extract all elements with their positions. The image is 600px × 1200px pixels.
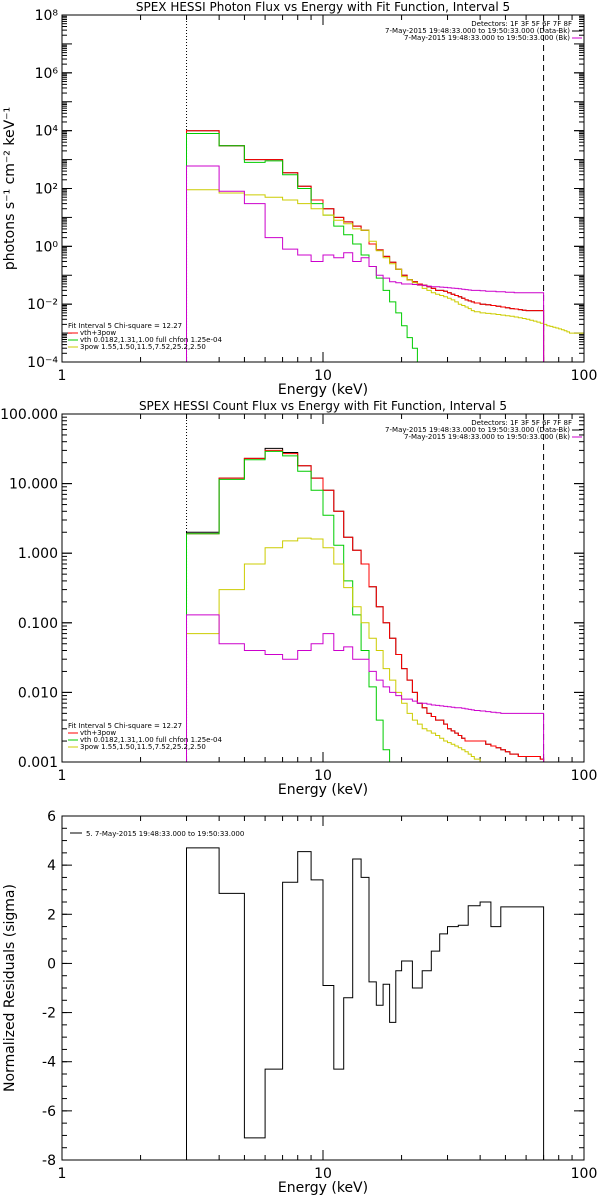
series-line-2	[186, 449, 545, 762]
x-axis-label: Energy (keV)	[278, 1180, 368, 1196]
series-group	[186, 130, 584, 362]
legend-top-header: Detectors: 1F 3F 5F 6F 7F 8F	[471, 419, 572, 427]
series-group	[186, 447, 545, 762]
chart-title: SPEX HESSI Photon Flux vs Energy with Fi…	[136, 0, 510, 14]
x-tick-label: 100	[571, 768, 598, 784]
y-tick-label: 10⁸	[35, 8, 59, 24]
legend-top-label: 7-May-2015 19:48:33.000 to 19:50:33.000 …	[404, 433, 570, 441]
series-line-4	[186, 189, 584, 362]
x-axis-label: Energy (keV)	[278, 382, 368, 398]
y-tick-label: 10.000	[9, 477, 58, 493]
series-line-1	[186, 130, 545, 362]
legend-top-label: 7-May-2015 19:48:33.000 to 19:50:33.000 …	[404, 34, 570, 42]
chart-panel-1: SPEX HESSI Photon Flux vs Energy with Fi…	[2, 0, 597, 398]
y-tick-label: -8	[42, 1153, 56, 1169]
y-tick-label: 10²	[35, 182, 58, 198]
plot-frame	[61, 815, 585, 1161]
legend-top-label: 7-May-2015 19:48:33.000 to 19:50:33.000 …	[385, 27, 570, 35]
x-tick-label: 10	[314, 368, 332, 384]
y-tick-label: 0.010	[18, 685, 58, 701]
legend-bottom-header: Fit Interval 5 Chi-square = 12.27	[68, 322, 182, 330]
y-tick-label: 6	[47, 809, 56, 825]
legend-bottom-label: vth 0.0182,1.31,1.00 full chfon 1.25e-04	[80, 336, 222, 344]
y-tick-label: 1.000	[18, 546, 58, 562]
y-axis-label: photons s⁻¹ cm⁻² keV⁻¹	[2, 107, 18, 270]
y-tick-label: 10⁴	[35, 124, 59, 140]
series-line-1	[186, 847, 545, 1160]
series-line-1	[186, 447, 545, 762]
x-axis-label: Energy (keV)	[278, 782, 368, 798]
y-tick-label: 2	[47, 907, 56, 923]
legend-top-label: 7-May-2015 19:48:33.000 to 19:50:33.000 …	[385, 426, 570, 434]
legend-top-header: Detectors: 1F 3F 5F 6F 7F 8F	[471, 20, 572, 28]
series-line-2	[186, 130, 545, 362]
y-tick-label: -4	[42, 1055, 56, 1071]
plot-frame	[61, 14, 585, 363]
y-tick-label: -6	[42, 1104, 56, 1120]
y-tick-label: 4	[47, 858, 56, 874]
legend-bottom-label: 3pow 1.55,1.50,11.5,7.52,25.2,2.50	[80, 343, 206, 351]
y-tick-label: 0.100	[18, 616, 58, 632]
y-tick-label: 10⁶	[35, 66, 59, 82]
y-tick-label: 10⁻⁴	[27, 355, 58, 371]
y-tick-label: 0.001	[18, 755, 58, 771]
x-tick-label: 10	[314, 768, 332, 784]
x-tick-label: 100	[571, 368, 598, 384]
legend-bottom-header: Fit Interval 5 Chi-square = 12.27	[68, 722, 182, 730]
x-tick-label: 100	[571, 1166, 598, 1182]
chart-panel-2: SPEX HESSI Count Flux vs Energy with Fit…	[0, 399, 598, 798]
series-line-5	[186, 165, 545, 362]
series-line-3	[186, 133, 423, 362]
legend-bottom-label: vth+3pow	[80, 729, 116, 737]
y-tick-label: 0	[47, 956, 56, 972]
series-group	[186, 847, 545, 1160]
y-axis-label: Normalized Residuals (sigma)	[2, 884, 18, 1092]
plot-frame	[61, 413, 585, 763]
y-tick-label: 10⁻²	[27, 297, 58, 313]
x-tick-label: 10	[314, 1166, 332, 1182]
y-tick-label: -2	[42, 1006, 56, 1022]
x-tick-label: 1	[58, 768, 67, 784]
legend-bottom-label: 3pow 1.55,1.50,11.5,7.52,25.2,2.50	[80, 743, 206, 751]
legend-bottom-label: vth 0.0182,1.31,1.00 full chfon 1.25e-04	[80, 736, 222, 744]
series-line-3	[186, 450, 403, 762]
x-tick-label: 1	[58, 1166, 67, 1182]
legend-bottom-label: vth+3pow	[80, 329, 116, 337]
legend-label: 5. 7-May-2015 19:48:33.000 to 19:50:33.0…	[86, 830, 244, 838]
y-tick-label: 100.000	[0, 407, 58, 423]
chart-panel-3: 1 10 100 -8 -6 -4 -2 0 2 4 6 Energy (keV) Normalized…	[2, 809, 597, 1196]
y-tick-label: 10⁰	[35, 239, 59, 255]
x-tick-label: 1	[58, 368, 67, 384]
chart-title: SPEX HESSI Count Flux vs Energy with Fit…	[139, 399, 507, 413]
series-line-4	[186, 537, 527, 762]
series-line-5	[186, 614, 545, 762]
